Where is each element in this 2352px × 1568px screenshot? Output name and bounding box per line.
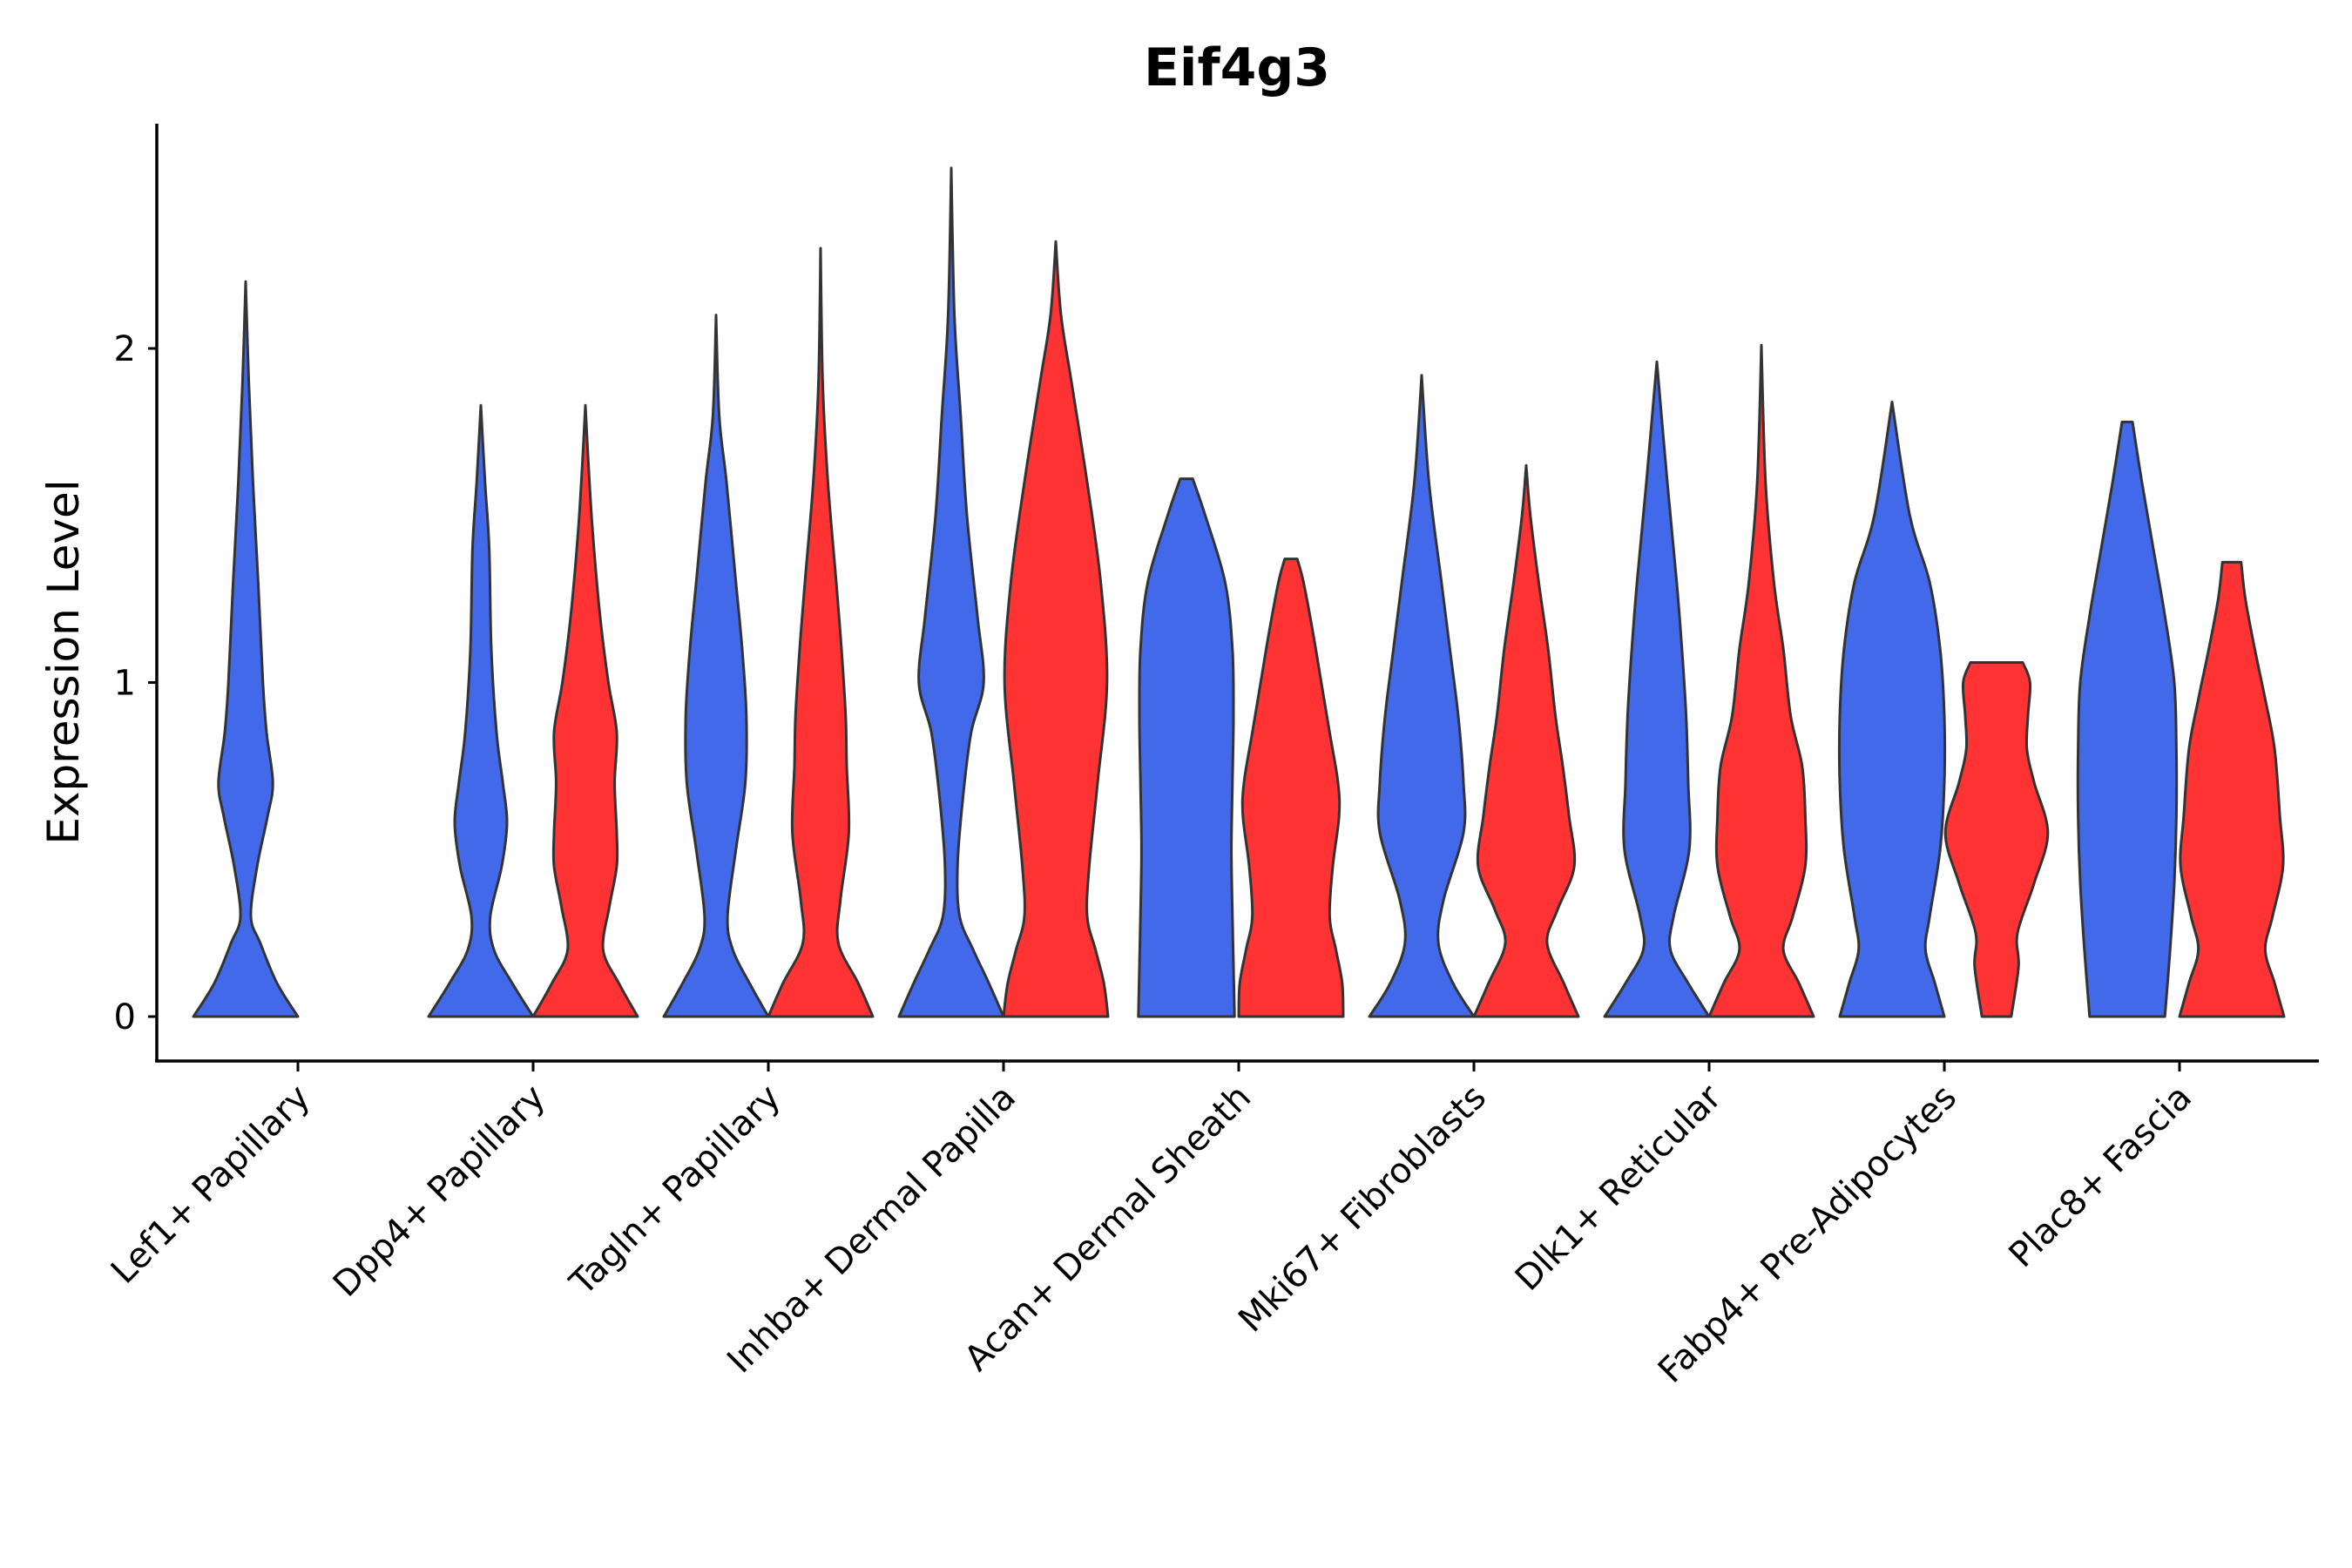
violin-group_a-mki67-fibroblasts bbox=[1368, 374, 1476, 1018]
violin-group_b-dlk1-reticular bbox=[1707, 343, 1815, 1018]
violin-group_b-inhba-dermal-papilla bbox=[1002, 240, 1110, 1018]
x-tick-label: Lef1+ Papillary bbox=[104, 1078, 318, 1292]
y-axis-label: Expression Level bbox=[38, 479, 89, 844]
x-tick-label: Plac8+ Fascia bbox=[2002, 1078, 2200, 1276]
violin-group_b-dpp4-papillary bbox=[531, 403, 639, 1018]
y-ticks: 0 1 2 bbox=[114, 329, 157, 1037]
violin-group_b-tagln-papillary bbox=[767, 247, 875, 1018]
chart-title: Eif4g3 bbox=[1144, 37, 1330, 98]
violin-group_a-dpp4-papillary bbox=[427, 403, 535, 1018]
x-tick-label: Dlk1+ Reticular bbox=[1508, 1077, 1730, 1299]
y-tick-label: 1 bbox=[114, 664, 136, 704]
y-tick-label: 0 bbox=[114, 997, 136, 1037]
violin-group_a-lef1-papillary bbox=[192, 280, 300, 1018]
violin-group_b-fabp4-pre-adipocytes bbox=[1943, 661, 2050, 1018]
violin-group_a-plac8-fascia bbox=[2076, 420, 2179, 1018]
violin-group_b-acan-dermal-sheath bbox=[1237, 558, 1345, 1018]
violin-group_a-dlk1-reticular bbox=[1603, 360, 1711, 1018]
axes bbox=[155, 124, 2319, 1063]
violin-group_a-acan-dermal-sheath bbox=[1137, 477, 1236, 1018]
violin-group_a-tagln-papillary bbox=[662, 314, 770, 1018]
violin-group_a-inhba-dermal-papilla bbox=[897, 166, 1005, 1018]
violin-layer bbox=[192, 166, 2286, 1018]
x-tick-label: Dpp4+ Papillary bbox=[326, 1078, 553, 1305]
violin-group_b-plac8-fascia bbox=[2178, 560, 2286, 1018]
violin-group_b-mki67-fibroblasts bbox=[1472, 463, 1580, 1018]
y-tick-label: 2 bbox=[114, 329, 136, 369]
x-ticks: Lef1+ Papillary Dpp4+ Papillary Tagln+ Pap… bbox=[104, 1061, 2200, 1391]
x-tick-label: Tagln+ Papillary bbox=[562, 1078, 788, 1304]
violin-group_a-fabp4-pre-adipocytes bbox=[1837, 400, 1947, 1018]
x-tick-label: Mki67+ Fibroblasts bbox=[1231, 1078, 1494, 1341]
